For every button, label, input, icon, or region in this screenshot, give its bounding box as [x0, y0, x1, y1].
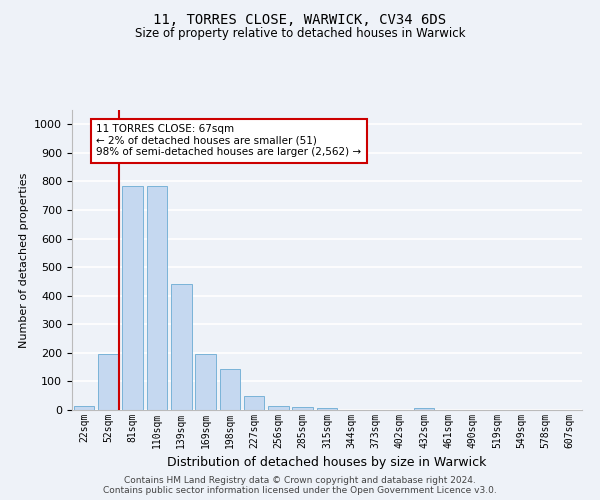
- Text: 11, TORRES CLOSE, WARWICK, CV34 6DS: 11, TORRES CLOSE, WARWICK, CV34 6DS: [154, 12, 446, 26]
- Bar: [146, 186, 167, 410]
- Bar: [292, 407, 313, 410]
- Y-axis label: Number of detached properties: Number of detached properties: [19, 172, 29, 348]
- X-axis label: Distribution of detached houses by size in Warwick: Distribution of detached houses by size …: [167, 456, 487, 469]
- Text: Size of property relative to detached houses in Warwick: Size of property relative to detached ho…: [135, 28, 465, 40]
- Bar: [171, 284, 191, 410]
- Bar: [317, 408, 337, 410]
- Bar: [268, 406, 289, 410]
- Text: Contains HM Land Registry data © Crown copyright and database right 2024.: Contains HM Land Registry data © Crown c…: [124, 476, 476, 485]
- Text: 11 TORRES CLOSE: 67sqm
← 2% of detached houses are smaller (51)
98% of semi-deta: 11 TORRES CLOSE: 67sqm ← 2% of detached …: [96, 124, 361, 158]
- Text: Contains public sector information licensed under the Open Government Licence v3: Contains public sector information licen…: [103, 486, 497, 495]
- Bar: [74, 406, 94, 410]
- Bar: [220, 368, 240, 410]
- Bar: [195, 354, 216, 410]
- Bar: [98, 354, 119, 410]
- Bar: [414, 408, 434, 410]
- Bar: [122, 186, 143, 410]
- Bar: [244, 396, 265, 410]
